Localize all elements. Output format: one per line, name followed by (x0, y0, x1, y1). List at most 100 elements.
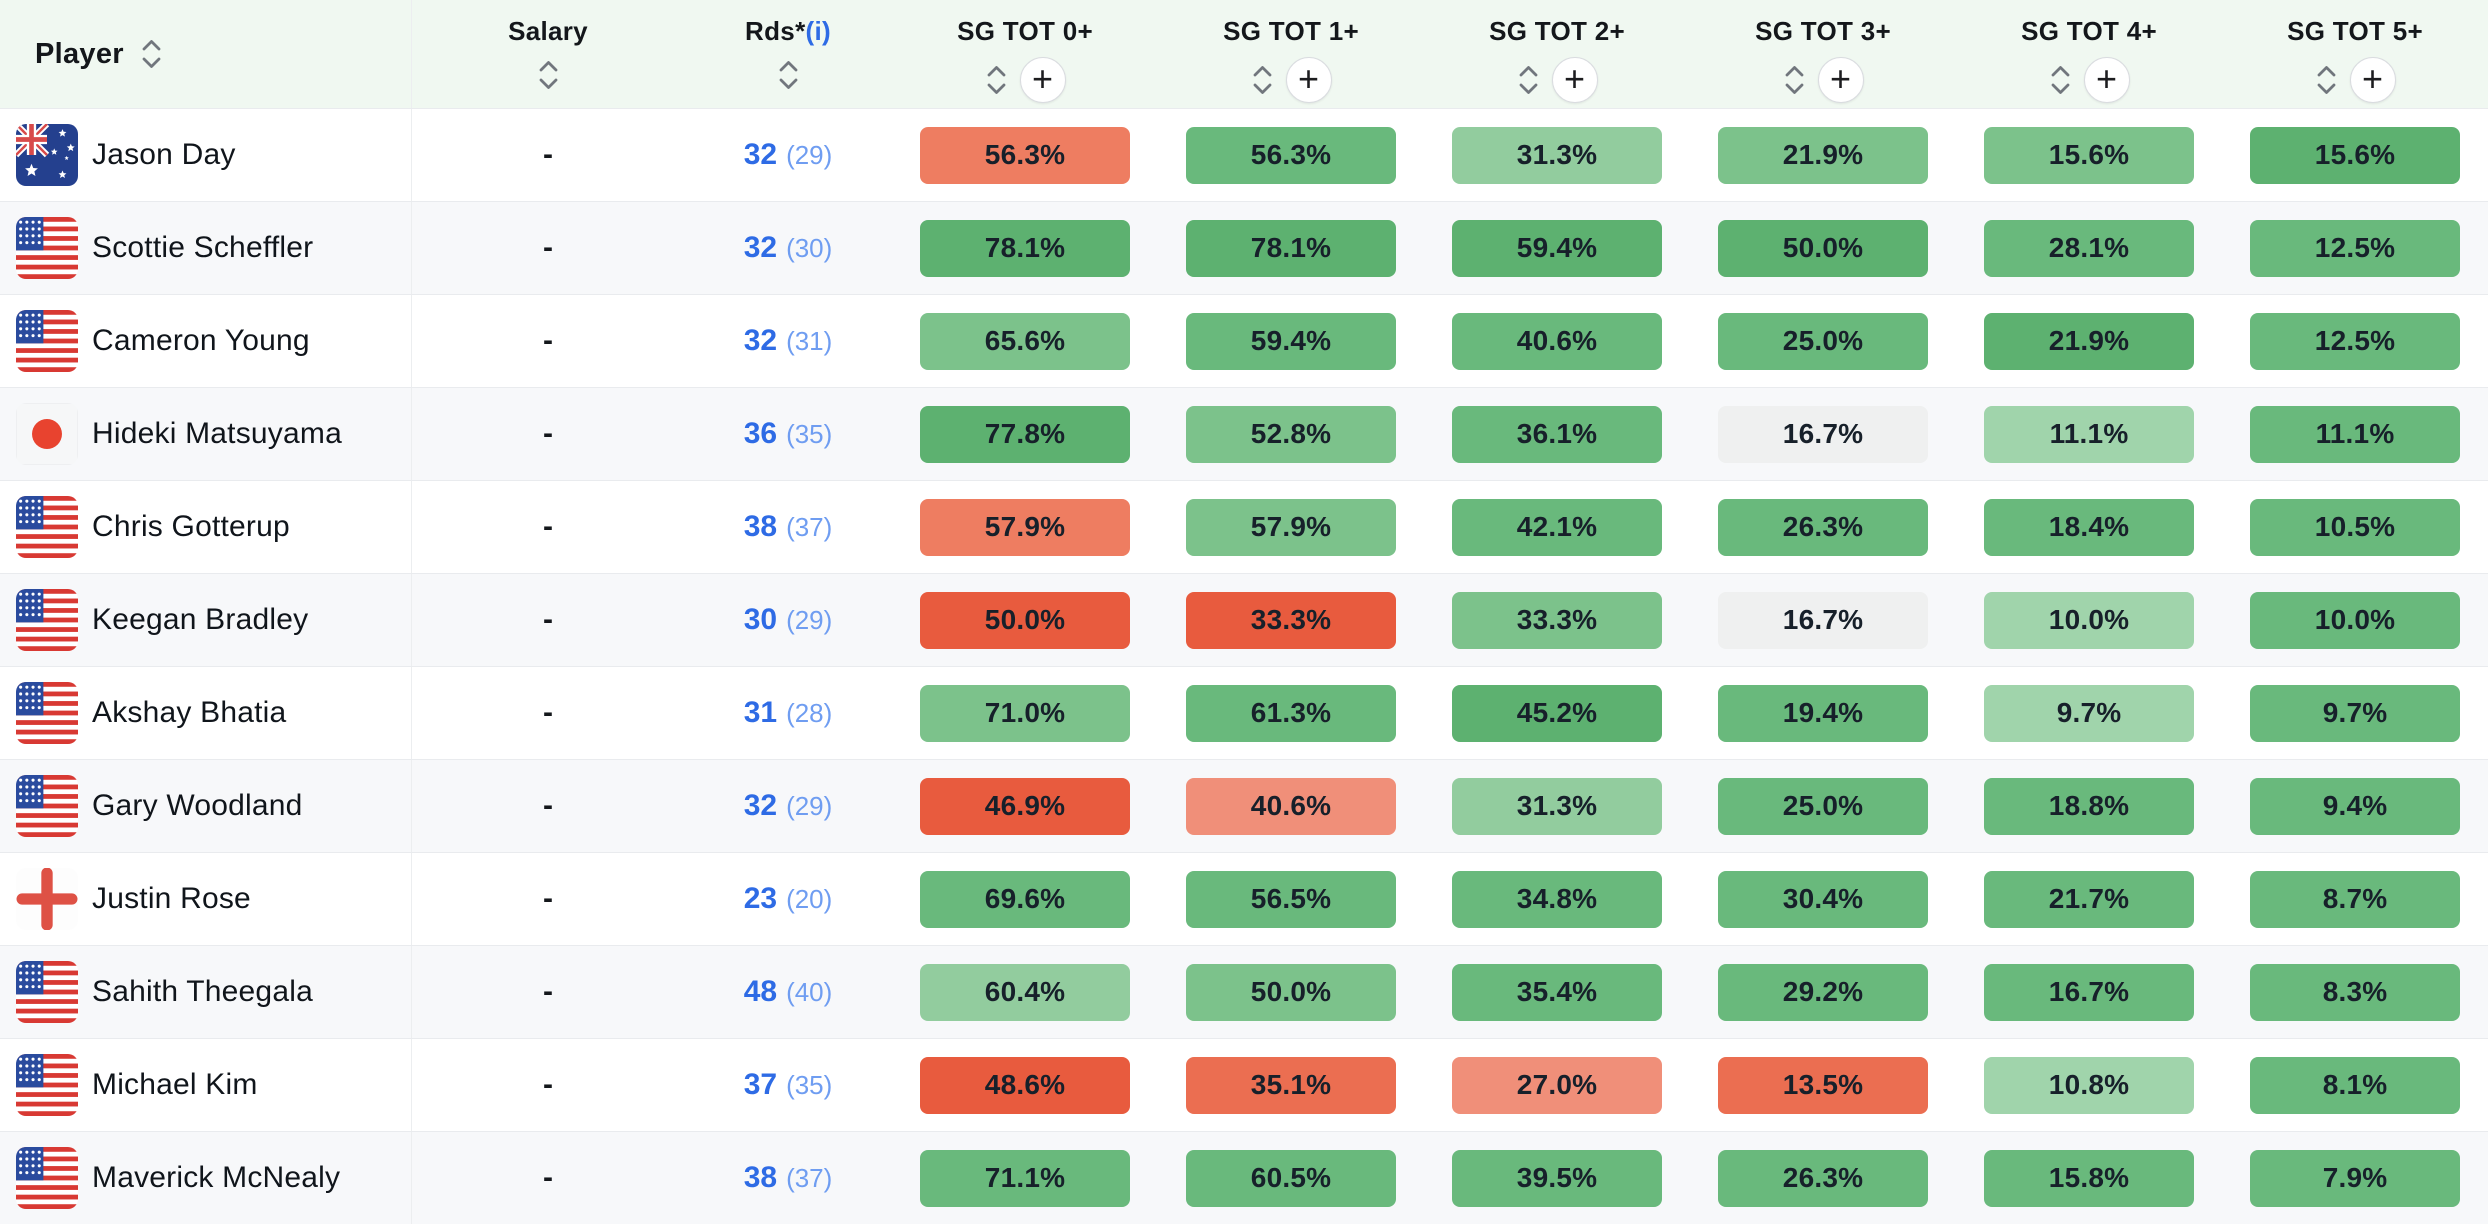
stat-chip: 9.7% (1984, 684, 2194, 742)
salary-value: - (543, 510, 553, 543)
sort-icon[interactable] (140, 36, 163, 72)
rounds-value[interactable]: 32 (30) (744, 231, 833, 265)
player-cell: Keegan Bradley (0, 574, 412, 666)
stat-cell-sg-tot-3plus: 16.7% (1690, 574, 1956, 666)
stat-chip: 12.5% (2250, 219, 2460, 277)
player-name[interactable]: Chris Gotterup (92, 510, 290, 543)
sort-icon[interactable] (2315, 62, 2338, 98)
stat-cell-sg-tot-1plus: 57.9% (1158, 481, 1424, 573)
sort-icon[interactable] (1783, 62, 1806, 98)
stat-chip: 71.0% (920, 684, 1130, 742)
rounds-value[interactable]: 37 (35) (744, 1068, 833, 1102)
stat-chip: 8.1% (2250, 1056, 2460, 1114)
rounds-cell: 37 (35) (684, 1039, 892, 1131)
stat-chip: 31.3% (1452, 126, 1662, 184)
stat-chip: 16.7% (1718, 405, 1928, 463)
stat-chip: 21.9% (1984, 312, 2194, 370)
column-header-sg-tot-2plus: SG TOT 2+ + (1424, 0, 1690, 108)
player-name[interactable]: Scottie Scheffler (92, 231, 314, 264)
rounds-value[interactable]: 23 (20) (744, 882, 833, 916)
stat-cell-sg-tot-3plus: 26.3% (1690, 481, 1956, 573)
rounds-cell: 38 (37) (684, 1132, 892, 1224)
sort-icon[interactable] (537, 57, 560, 93)
stat-chip: 31.3% (1452, 777, 1662, 835)
add-column-button[interactable]: + (1019, 57, 1066, 103)
sort-icon[interactable] (2049, 62, 2072, 98)
rounds-value[interactable]: 32 (29) (744, 789, 833, 823)
stat-cell-sg-tot-1plus: 35.1% (1158, 1039, 1424, 1131)
player-name[interactable]: Sahith Theegala (92, 975, 313, 1008)
rounds-value[interactable]: 31 (28) (744, 696, 833, 730)
rounds-count-secondary: (35) (786, 419, 833, 449)
info-icon[interactable]: (i) (805, 16, 831, 46)
rounds-value[interactable]: 38 (37) (744, 510, 833, 544)
stat-chip: 56.5% (1186, 870, 1396, 928)
add-column-button[interactable]: + (1285, 57, 1332, 103)
rounds-cell: 32 (29) (684, 109, 892, 201)
column-controls: + (1251, 57, 1332, 103)
salary-value: - (543, 696, 553, 729)
stat-chip: 50.0% (1186, 963, 1396, 1021)
add-column-button[interactable]: + (2083, 57, 2130, 103)
stat-chip: 48.6% (920, 1056, 1130, 1114)
player-name[interactable]: Hideki Matsuyama (92, 417, 342, 450)
stat-cell-sg-tot-0plus: 50.0% (892, 574, 1158, 666)
rounds-value[interactable]: 38 (37) (744, 1161, 833, 1195)
stat-cell-sg-tot-3plus: 29.2% (1690, 946, 1956, 1038)
table-row: Chris Gotterup - 38 (37) 57.9% 57.9% 42.1% 26.3… (0, 480, 2488, 573)
rounds-value[interactable]: 32 (31) (744, 324, 833, 358)
rounds-value[interactable]: 48 (40) (744, 975, 833, 1009)
add-column-button[interactable]: + (1551, 57, 1598, 103)
rounds-value[interactable]: 30 (29) (744, 603, 833, 637)
player-name[interactable]: Jason Day (92, 138, 236, 171)
player-name[interactable]: Justin Rose (92, 882, 251, 915)
table-row: Michael Kim - 37 (35) 48.6% 35.1% 27.0% 13.5% 10… (0, 1038, 2488, 1131)
player-name[interactable]: Michael Kim (92, 1068, 258, 1101)
stat-chip: 10.8% (1984, 1056, 2194, 1114)
stat-chip: 35.4% (1452, 963, 1662, 1021)
rounds-count-secondary: (37) (786, 512, 833, 542)
rounds-count: 36 (743, 417, 778, 450)
stat-cell-sg-tot-1plus: 56.5% (1158, 853, 1424, 945)
stat-cell-sg-tot-4plus: 11.1% (1956, 388, 2222, 480)
rounds-count-secondary: (28) (786, 698, 833, 728)
stat-cell-sg-tot-2plus: 59.4% (1424, 202, 1690, 294)
stat-chip: 16.7% (1984, 963, 2194, 1021)
stat-chip: 10.5% (2250, 498, 2460, 556)
stat-cell-sg-tot-2plus: 27.0% (1424, 1039, 1690, 1131)
stat-chip: 18.8% (1984, 777, 2194, 835)
stat-chip: 33.3% (1186, 591, 1396, 649)
sort-icon[interactable] (985, 62, 1008, 98)
rounds-count-secondary: (37) (786, 1163, 833, 1193)
stat-cell-sg-tot-1plus: 78.1% (1158, 202, 1424, 294)
player-name[interactable]: Keegan Bradley (92, 603, 309, 636)
plus-icon: + (1297, 57, 1320, 99)
player-cell: Scottie Scheffler (0, 202, 412, 294)
stat-chip: 10.0% (2250, 591, 2460, 649)
player-cell: Jason Day (0, 109, 412, 201)
player-name[interactable]: Maverick McNealy (92, 1161, 341, 1194)
stat-chip: 60.4% (920, 963, 1130, 1021)
stat-cell-sg-tot-3plus: 21.9% (1690, 109, 1956, 201)
stat-cell-sg-tot-4plus: 18.4% (1956, 481, 2222, 573)
rounds-value[interactable]: 32 (29) (744, 138, 833, 172)
rounds-value[interactable]: 36 (35) (744, 417, 833, 451)
stat-cell-sg-tot-0plus: 48.6% (892, 1039, 1158, 1131)
rounds-count: 37 (743, 1068, 778, 1101)
sort-icon[interactable] (1517, 62, 1540, 98)
stat-cell-sg-tot-3plus: 26.3% (1690, 1132, 1956, 1224)
sort-icon[interactable] (777, 57, 800, 93)
stat-cell-sg-tot-1plus: 33.3% (1158, 574, 1424, 666)
salary-cell: - (412, 760, 684, 852)
flag-england-icon (16, 868, 78, 930)
player-name[interactable]: Gary Woodland (92, 789, 303, 822)
stat-cell-sg-tot-4plus: 21.7% (1956, 853, 2222, 945)
plus-icon: + (2361, 57, 2384, 99)
player-name[interactable]: Akshay Bhatia (92, 696, 287, 729)
stat-cell-sg-tot-5plus: 12.5% (2222, 202, 2488, 294)
sort-icon[interactable] (1251, 62, 1274, 98)
player-name[interactable]: Cameron Young (92, 324, 310, 357)
add-column-button[interactable]: + (2349, 57, 2396, 103)
add-column-button[interactable]: + (1817, 57, 1864, 103)
stat-chip: 18.4% (1984, 498, 2194, 556)
